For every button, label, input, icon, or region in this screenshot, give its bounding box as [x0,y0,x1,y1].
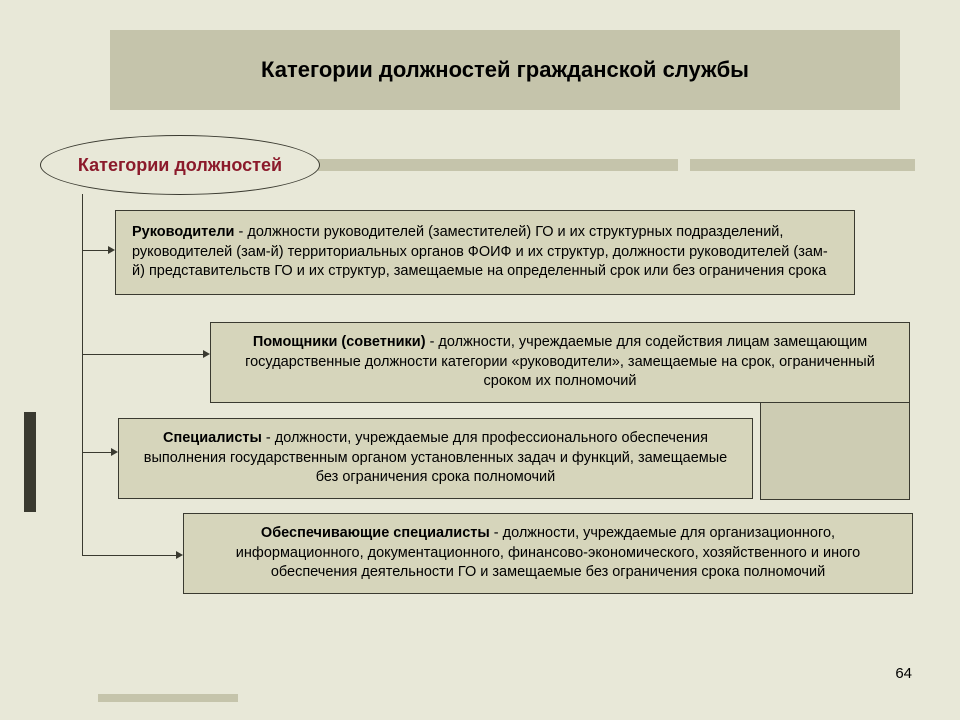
body-text: - должности руководителей (заместителей)… [132,224,828,279]
page-number: 64 [895,665,912,682]
category-box-assistants: Помощники (советники) - должности, учреж… [210,322,910,403]
category-box-leaders: Руководители - должности руководителей (… [115,210,855,295]
decorative-bar-2 [690,159,915,171]
category-box-support-specialists: Обеспечивающие специалисты - должности, … [183,513,913,594]
root-ellipse: Категории должностей [40,135,320,195]
slide-title: Категории должностей гражданской службы [261,57,749,83]
decorative-bar-1 [318,159,678,171]
slide-canvas: Категории должностей гражданской службы … [0,0,960,720]
category-box-specialists: Специалисты - должности, учреждаемые для… [118,418,753,499]
root-label: Категории должностей [78,155,282,176]
lead-term: Специалисты [163,430,262,446]
footer-accent-bar [98,694,238,702]
left-accent-bar [24,412,36,512]
title-bar: Категории должностей гражданской службы [110,30,900,110]
lead-term: Руководители [132,224,234,240]
lead-term: Помощники (советники) [253,334,426,350]
lead-term: Обеспечивающие специалисты [261,525,490,541]
